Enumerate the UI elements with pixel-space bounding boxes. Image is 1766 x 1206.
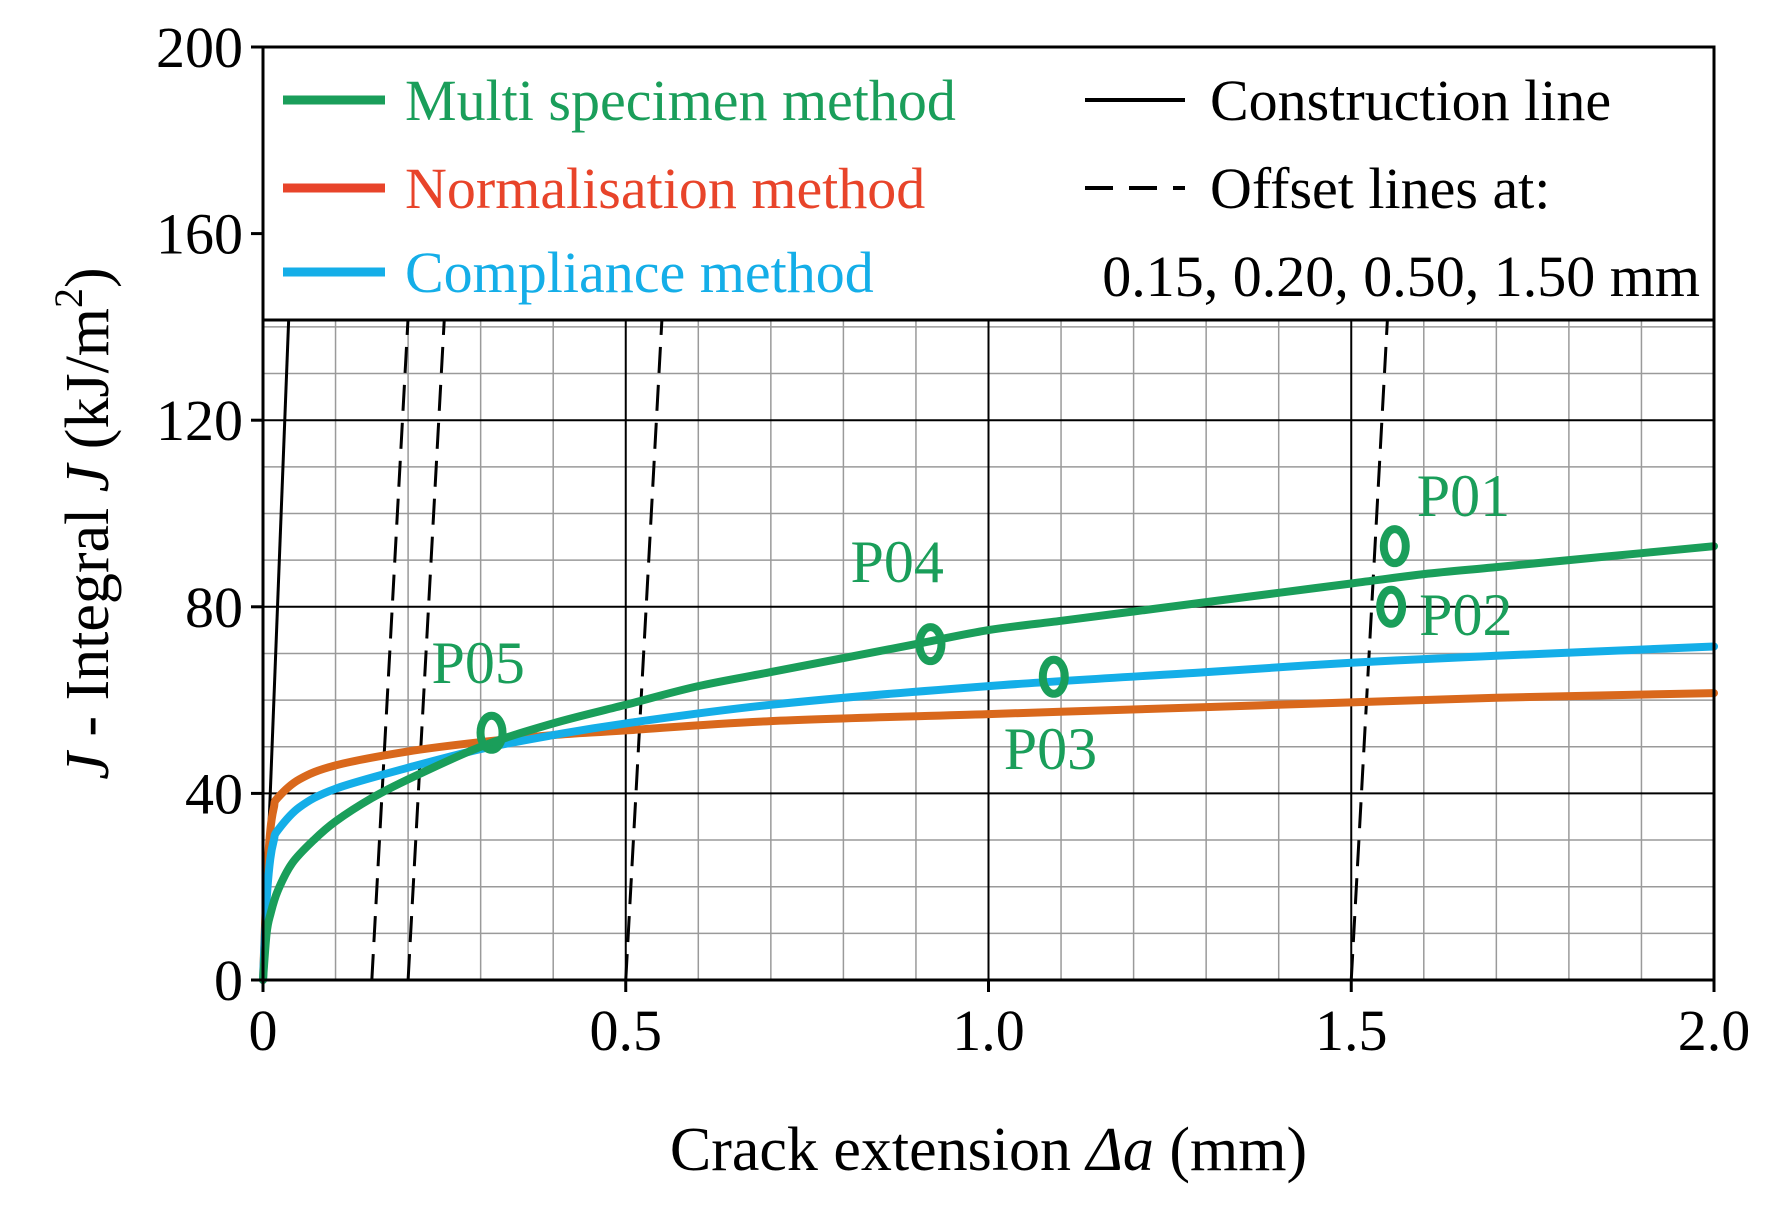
y-tick-label: 200 bbox=[156, 15, 243, 80]
y-tick-label: 120 bbox=[156, 388, 243, 453]
x-tick-label: 0.5 bbox=[590, 998, 663, 1063]
offset-line-0.2 bbox=[406, 317, 446, 981]
point-label-p02: P02 bbox=[1419, 582, 1512, 648]
y-axis-title-text: - Integral bbox=[54, 492, 122, 752]
series-line-multi bbox=[259, 542, 1718, 984]
y-tick-label: 40 bbox=[185, 761, 243, 826]
series-line-compliance bbox=[259, 642, 1718, 984]
point-marker-p05 bbox=[476, 711, 507, 754]
legend: Multi specimen method Normalisation metho… bbox=[283, 68, 1700, 309]
y-axis-title-close: ) bbox=[54, 267, 122, 288]
legend-label-construction: Construction line bbox=[1210, 68, 1611, 133]
legend-label-offset: Offset lines at: bbox=[1210, 156, 1550, 221]
y-tick-label: 0 bbox=[214, 948, 243, 1013]
x-tick-label: 2.0 bbox=[1678, 998, 1751, 1063]
point-label-p04: P04 bbox=[850, 529, 943, 595]
offset-line-0.15 bbox=[370, 317, 410, 981]
x-axis-title-prefix: Crack extension bbox=[670, 1116, 1087, 1184]
x-tick-label: 1.5 bbox=[1315, 998, 1388, 1063]
specimen-points: P01 P02 P03 P04 P05 bbox=[432, 463, 1513, 782]
point-label-p03: P03 bbox=[1004, 716, 1097, 782]
y-axis-title: J - Integral J (kJ/m2) bbox=[46, 267, 122, 779]
y-axis-title-unit: (kJ/m bbox=[54, 308, 122, 465]
y-tick-label: 160 bbox=[156, 202, 243, 267]
x-axis-title: Crack extension Δa (mm) bbox=[670, 1116, 1307, 1184]
y-axis-title-exponent: 2 bbox=[46, 288, 91, 308]
legend-box bbox=[261, 45, 1716, 322]
legend-label-normalisation: Normalisation method bbox=[405, 156, 925, 221]
y-axis-title-symbol: J bbox=[54, 750, 122, 780]
point-label-p01: P01 bbox=[1417, 463, 1510, 529]
x-axis-title-suffix: (mm) bbox=[1154, 1116, 1307, 1184]
offset-line-0.5 bbox=[624, 317, 664, 981]
point-marker-p02 bbox=[1376, 585, 1407, 628]
y-axis-title-symbol2: J bbox=[54, 462, 122, 492]
point-label-p05: P05 bbox=[432, 630, 525, 696]
point-marker-p01 bbox=[1379, 525, 1410, 568]
point-marker-p04 bbox=[915, 623, 946, 666]
point-marker-p03 bbox=[1038, 655, 1069, 698]
x-axis-title-symbol: Δa bbox=[1084, 1116, 1154, 1184]
x-tick-label: 1.0 bbox=[952, 998, 1025, 1063]
legend-offset-values: 0.15, 0.20, 0.50, 1.50 mm bbox=[1102, 244, 1700, 309]
legend-label-multi: Multi specimen method bbox=[405, 68, 956, 133]
x-tick-label: 0 bbox=[249, 998, 278, 1063]
offset-line-1.5 bbox=[1349, 317, 1390, 981]
legend-label-compliance: Compliance method bbox=[405, 240, 874, 305]
tick-labels: 0 40 80 120 160 200 0 0.5 1.0 1.5 2.0 bbox=[156, 15, 1750, 1063]
y-tick-label: 80 bbox=[185, 575, 243, 640]
data-series bbox=[259, 542, 1718, 984]
